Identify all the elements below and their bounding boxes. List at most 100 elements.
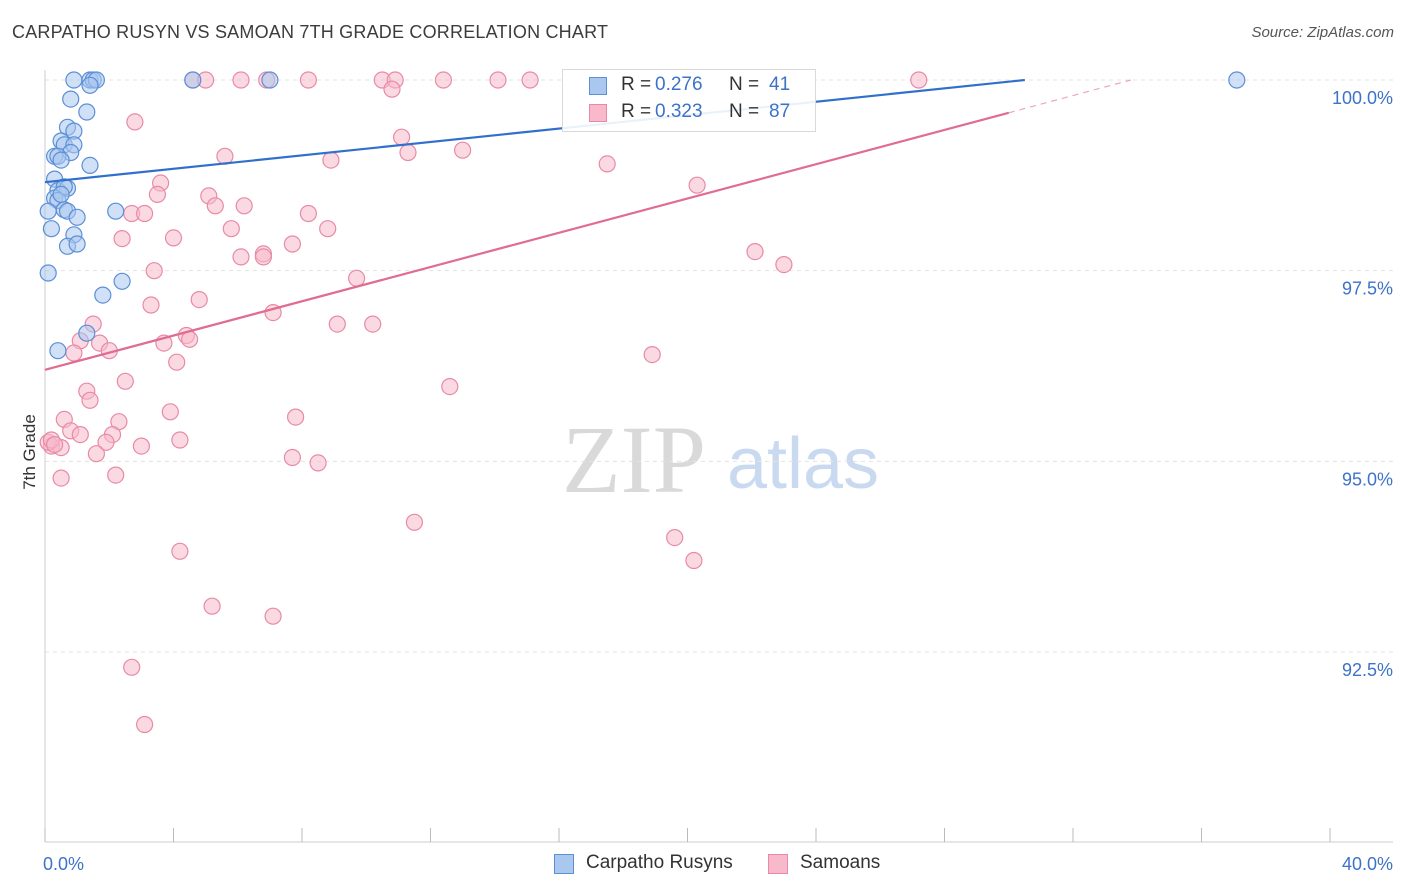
samoan-point-26: [136, 204, 154, 223]
y-tick-label-0: 92.5%: [1342, 660, 1393, 680]
samoan-point-43: [328, 315, 346, 333]
samoan-point-12: [126, 113, 144, 131]
carpatho-point-29: [107, 202, 125, 220]
samoan-point-30: [164, 229, 183, 247]
x-tick-label-max: 40.0%: [1342, 854, 1393, 874]
samoan-point-66: [171, 431, 189, 449]
samoan-trend-extension: [1008, 79, 1131, 114]
source-label: Source: ZipAtlas.com: [1251, 24, 1394, 41]
carpatho-point-37: [94, 286, 112, 304]
samoan-point-54: [643, 346, 661, 364]
samoan-point-40: [190, 291, 208, 309]
samoan-point-32: [283, 235, 301, 253]
carpatho-point-40: [52, 185, 70, 203]
carpatho-point-5: [261, 71, 279, 89]
samoan-point-59: [161, 403, 179, 421]
samoan-point-68: [132, 437, 150, 455]
legend-swatch-samoan: [589, 104, 607, 122]
legend-r-label: R =: [621, 74, 652, 95]
series-label-carpatho: Carpatho Rusyns: [586, 852, 733, 873]
samoan-point-17: [322, 151, 340, 169]
watermark: ZIP atlas: [562, 406, 879, 513]
samoan-point-55: [116, 372, 134, 390]
carpatho-point-4: [184, 71, 202, 89]
samoan-point-86: [45, 436, 64, 454]
samoan-point-72: [87, 445, 106, 463]
samoan-point-73: [283, 448, 301, 467]
carpatho-point-36: [113, 272, 131, 290]
samoan-point-35: [254, 248, 272, 266]
watermark-atlas: atlas: [727, 424, 879, 504]
samoan-point-75: [107, 466, 125, 484]
samoan-point-29: [222, 220, 240, 238]
samoan-point-67: [97, 433, 115, 451]
carpatho-point-7: [81, 76, 99, 94]
carpatho-point-9: [78, 103, 96, 121]
legend-n-label: N =: [729, 74, 760, 95]
samoan-point-20: [688, 176, 706, 194]
series-label-samoan: Samoans: [800, 852, 881, 873]
y-tick-label-1: 95.0%: [1342, 469, 1393, 489]
samoan-point-7: [434, 71, 452, 89]
watermark-zip: ZIP: [562, 406, 706, 513]
carpatho-point-30: [68, 208, 86, 226]
samoan-point-14: [399, 143, 417, 162]
tick-labels: 92.5% 95.0% 97.5% 100.0% 0.0% 40.0%: [43, 88, 1393, 874]
carpatho-point-6: [1228, 71, 1246, 89]
legend-r-value: 0.276: [655, 74, 703, 95]
samoan-point-60: [287, 408, 305, 426]
samoan-point-82: [264, 607, 282, 625]
legend-n-value: 87: [769, 101, 791, 122]
legend-r-label: R =: [621, 101, 652, 122]
gridlines: [45, 79, 1393, 653]
x-tick-label-min: 0.0%: [43, 854, 84, 874]
samoan-point-34: [232, 248, 250, 266]
carpatho-point-34: [68, 235, 86, 253]
samoan-point-15: [454, 141, 472, 159]
stats-legend: R = 0.276 N = 41 R = 0.323 N = 87: [562, 69, 816, 132]
samoan-point-81: [203, 597, 221, 615]
samoan-point-80: [171, 542, 189, 560]
legend-n-label: N =: [729, 101, 760, 122]
carpatho-point-18: [52, 151, 70, 169]
samoan-point-11: [383, 80, 401, 98]
samoan-point-10: [910, 71, 928, 89]
samoan-point-31: [113, 230, 131, 248]
samoan-point-44: [364, 315, 382, 333]
samoan-point-53: [168, 353, 186, 371]
samoan-point-8: [489, 71, 507, 89]
samoan-point-18: [598, 155, 616, 173]
carpatho-point-31: [42, 220, 61, 238]
trend-lines: [44, 78, 1131, 371]
samoan-point-74: [309, 454, 327, 472]
legend-n-value: 41: [769, 74, 791, 95]
carpatho-point-35: [39, 264, 57, 282]
legend-r-value: 0.323: [655, 101, 703, 122]
samoan-point-2: [232, 71, 250, 89]
carpatho-point-38: [78, 324, 96, 342]
samoan-point-27: [299, 204, 317, 223]
samoan-point-56: [441, 378, 459, 396]
samoan-point-84: [136, 715, 154, 734]
chart-title: CARPATHO RUSYN VS SAMOAN 7TH GRADE CORRE…: [12, 22, 609, 42]
samoan-point-77: [405, 513, 423, 531]
samoan-point-39: [348, 269, 366, 287]
samoan-point-58: [81, 391, 99, 409]
samoan-point-38: [145, 262, 163, 280]
samoan-point-65: [71, 426, 89, 444]
samoan-point-28: [319, 220, 337, 238]
samoan-point-76: [52, 469, 70, 487]
samoan-point-24: [235, 197, 253, 215]
y-tick-label-3: 100.0%: [1332, 88, 1393, 108]
samoan-point-36: [746, 243, 764, 261]
samoan-point-83: [123, 658, 141, 676]
carpatho-point-39: [49, 342, 67, 360]
carpatho-point-0: [65, 71, 83, 89]
samoan-point-52: [65, 344, 83, 362]
samoan-point-4: [299, 71, 317, 89]
samoan-point-41: [142, 296, 160, 314]
y-tick-label-2: 97.5%: [1342, 279, 1393, 299]
samoan-point-13: [393, 128, 411, 146]
samoan-trend-line: [44, 111, 1010, 371]
